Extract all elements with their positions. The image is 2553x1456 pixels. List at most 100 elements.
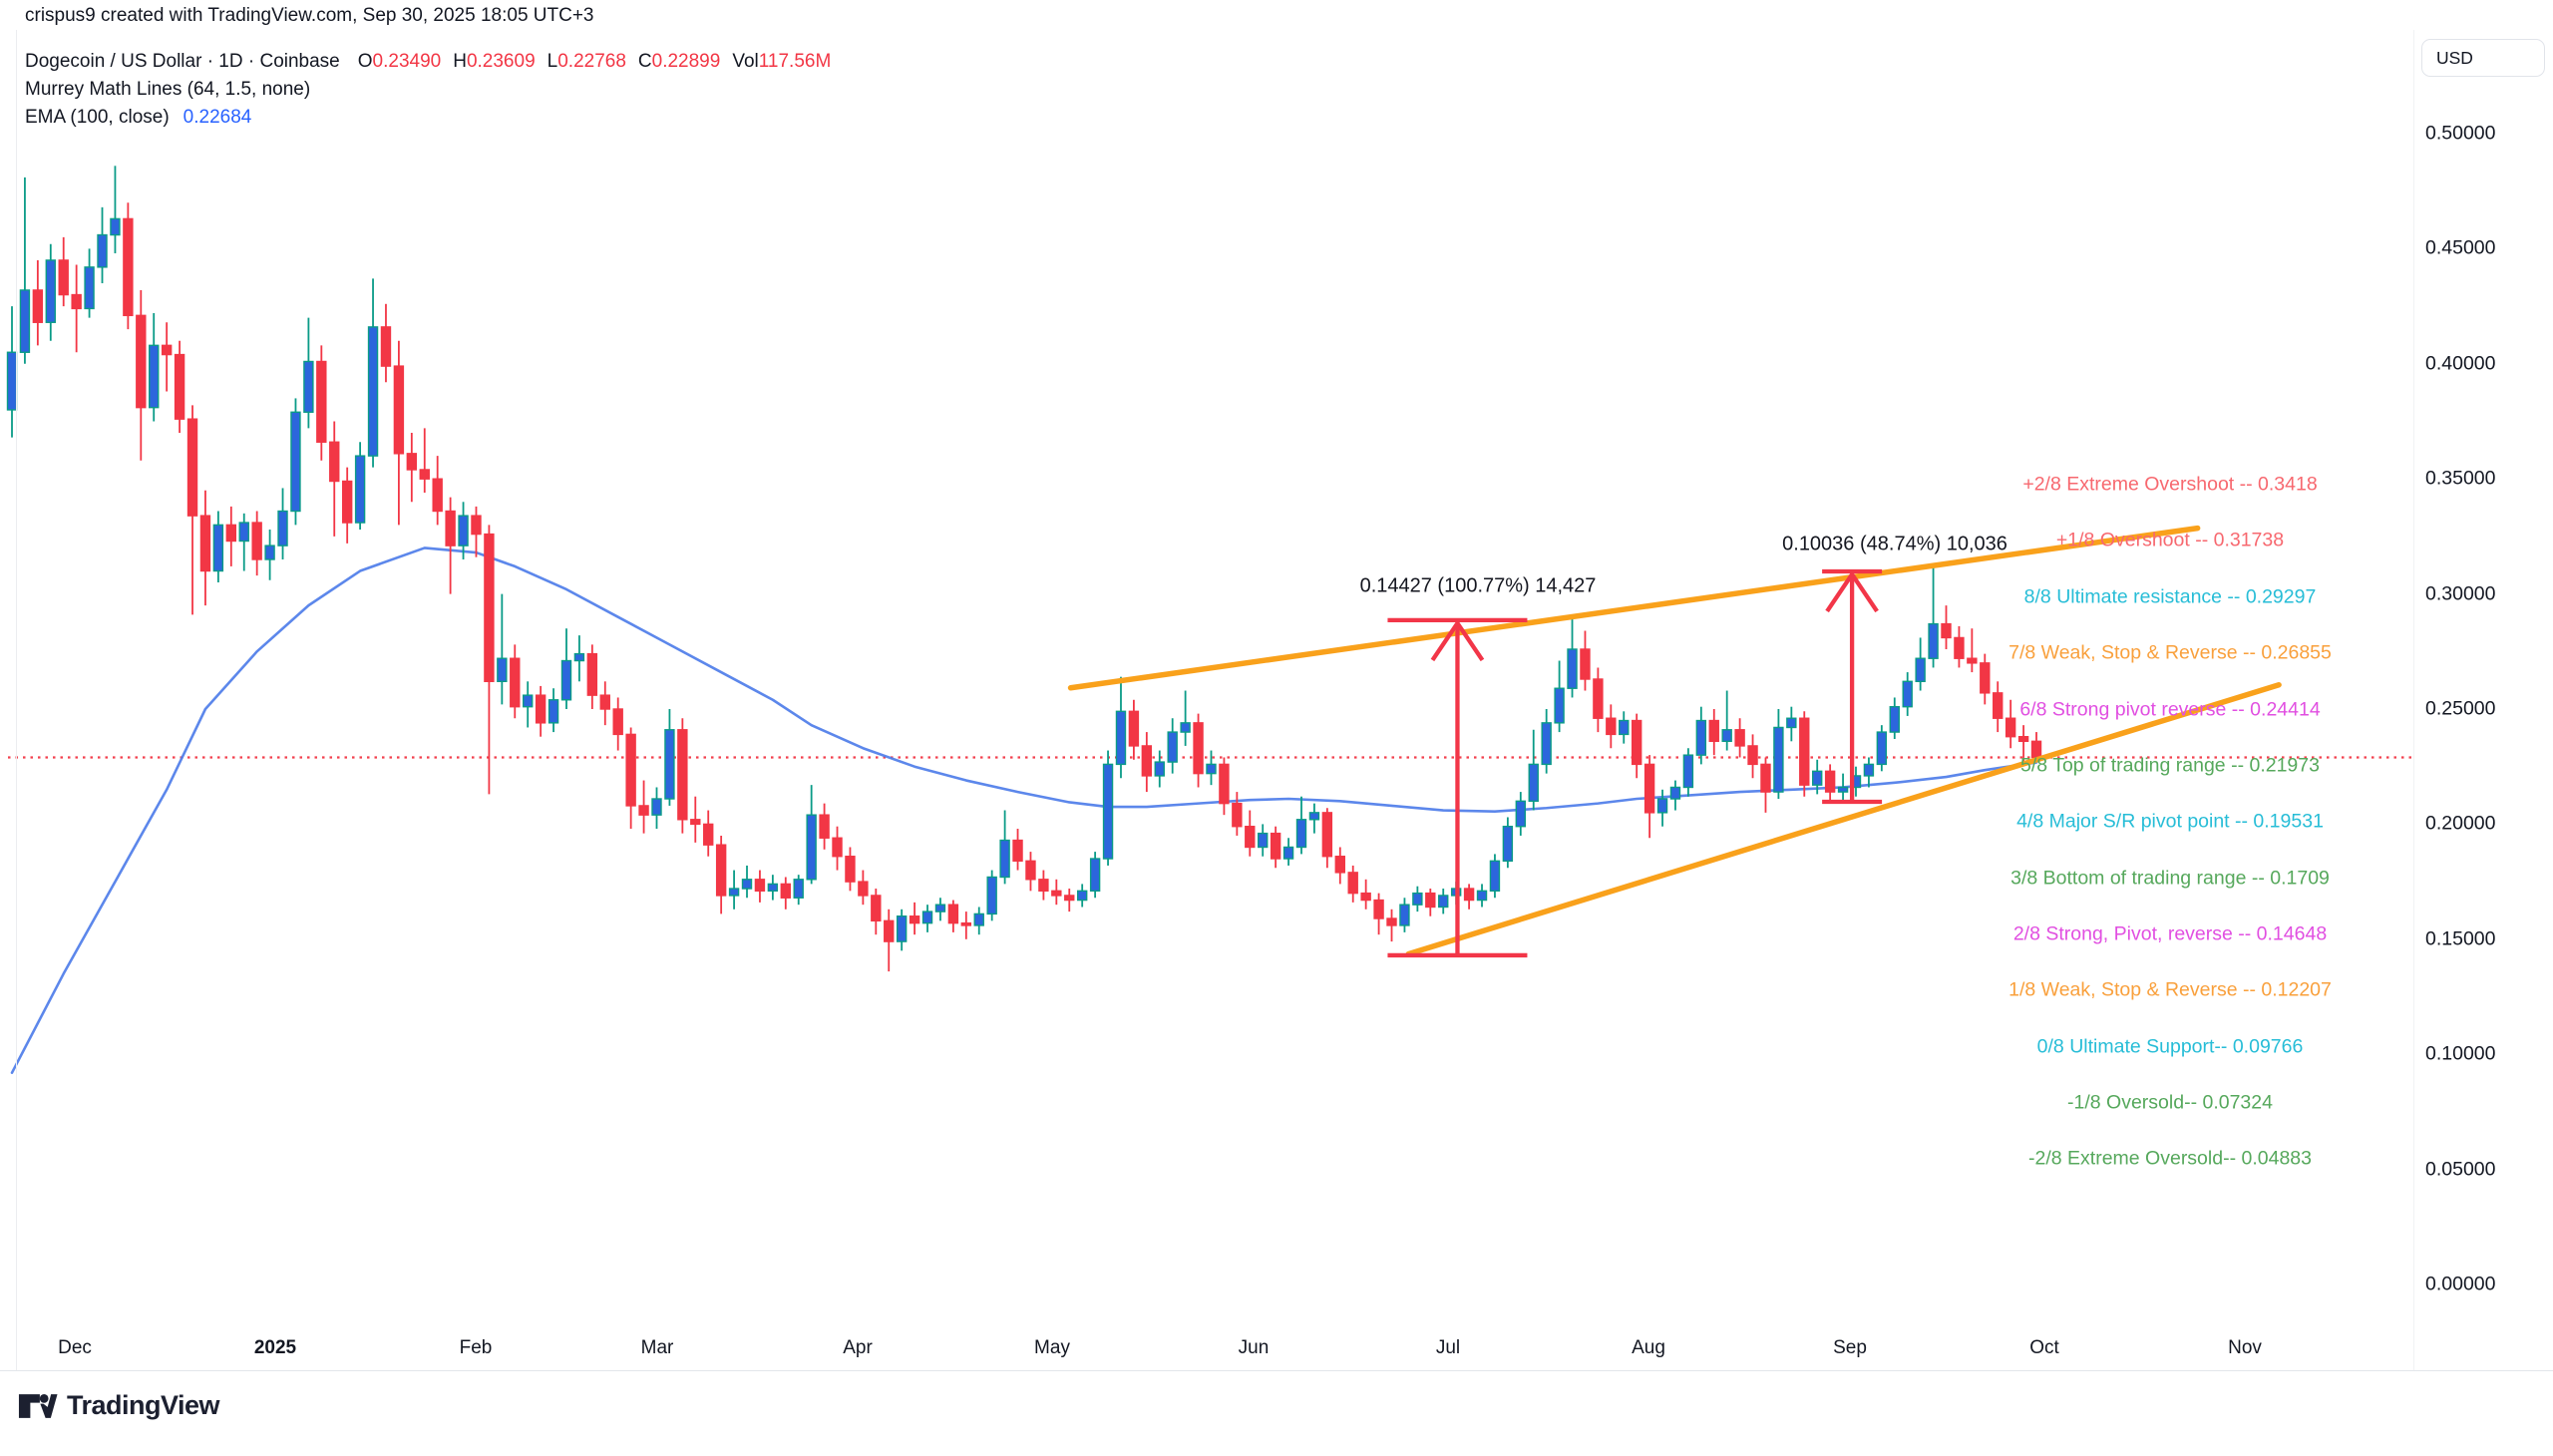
candle-body [1167,731,1178,763]
candle-body [1669,786,1681,800]
ema-indicator-value: 0.22684 [182,107,252,128]
candle-body [612,708,623,736]
candle-body [1051,890,1062,897]
murrey-indicator-title: Murrey Math Lines (64, 1.5, none) [25,79,311,100]
candle-body [1038,879,1049,893]
candle-body [845,856,856,883]
candle-body [380,326,392,367]
measure-arrow-1[interactable] [1387,617,1528,958]
candle-body [1954,636,1965,659]
candle-body [1606,717,1617,736]
currency-toggle-button[interactable]: USD [2421,39,2545,77]
candle-body [1747,745,1758,766]
candle-body [1876,731,1888,766]
high-value: 0.23609 [466,51,536,72]
candle-body [1760,763,1771,793]
candle-body [2030,740,2042,759]
candle-body [625,733,636,807]
candle-body [1799,717,1810,786]
candle-body [1334,856,1345,874]
trendline-upper-channel[interactable] [1067,525,2201,691]
candle-body [1593,678,1604,719]
candle-body [1321,812,1333,858]
low-value: 0.22768 [557,51,626,72]
candle-body [1980,662,1991,694]
candle-body [1889,705,1900,733]
measure-arrow-2[interactable] [1822,568,1883,805]
indicator-legend-ema[interactable]: EMA (100, close) 0.22684 [25,104,831,132]
candle-body [264,545,275,560]
candle-body [947,904,959,924]
candle-body [819,814,830,839]
candles [6,166,2042,972]
candle-body [586,652,598,696]
candle-body [1347,872,1358,895]
candle-body [161,344,173,356]
watermark-text: TradingView [67,1390,220,1420]
candle-body [1232,802,1243,828]
candle-body [458,515,469,546]
candle-body [2005,717,2016,738]
tradingview-logo-icon [18,1393,58,1418]
candle-body [793,879,804,899]
candle-body [1786,717,1797,729]
symbol-legend-row[interactable]: Dogecoin / US Dollar · 1D · Coinbase O0.2… [25,48,831,76]
candle-body [19,289,31,353]
candle-body [1270,832,1281,860]
candle-body [973,912,984,926]
ema-100-line [10,546,2038,1074]
open-label: O [357,51,373,72]
candle-body [638,805,649,816]
candle-body [1102,763,1114,860]
ema-indicator-title: EMA (100, close) [25,107,170,128]
candle-body [199,515,211,572]
candle-body [238,522,249,543]
candle-body [2017,735,2029,743]
candle-body [1089,858,1101,893]
candle-body [651,798,662,816]
candle-body [523,694,534,708]
candle-body [225,524,237,543]
candle-body [767,883,779,893]
volume-value: 117.56M [758,51,832,72]
candle-body [1541,722,1552,766]
candle-body [1643,763,1655,814]
candle-body [1128,710,1140,747]
candle-body [1076,890,1088,902]
candle-body [354,455,366,524]
volume-label: Vol [732,51,759,72]
candle-body [1941,622,1952,639]
candle-body [934,904,946,912]
candle-body [1064,895,1075,902]
time-axis-border [0,1370,2553,1371]
indicator-legend-murrey[interactable]: Murrey Math Lines (64, 1.5, none) [25,76,831,104]
candle-body [290,411,301,513]
candle-body [1902,680,1913,708]
candle-body [1567,648,1578,689]
candle-body [393,365,405,455]
high-label: H [453,51,467,72]
price-scale-border [2413,30,2414,1370]
candle-body [1386,917,1397,926]
candle-body [1734,729,1745,747]
tradingview-watermark[interactable]: TradingView [18,1390,220,1421]
candle-body [1528,763,1539,803]
candle-body [1695,719,1707,756]
candle-body [573,652,585,662]
candle-body [1863,763,1875,777]
candle-body [1438,895,1449,909]
trendline-lower-channel[interactable] [1405,682,2282,957]
symbol-title: Dogecoin / US Dollar · 1D · Coinbase [25,51,340,72]
candle-body [58,259,69,296]
candle-body [1012,839,1023,863]
candle-body [186,418,198,517]
candle-body [741,879,753,890]
candle-body [1141,745,1153,777]
candle-body [1837,786,1849,793]
candle-body [703,823,714,846]
chart-legend: Dogecoin / US Dollar · 1D · Coinbase O0.2… [25,48,831,132]
open-value: 0.23490 [372,51,442,72]
candle-body [497,657,508,683]
